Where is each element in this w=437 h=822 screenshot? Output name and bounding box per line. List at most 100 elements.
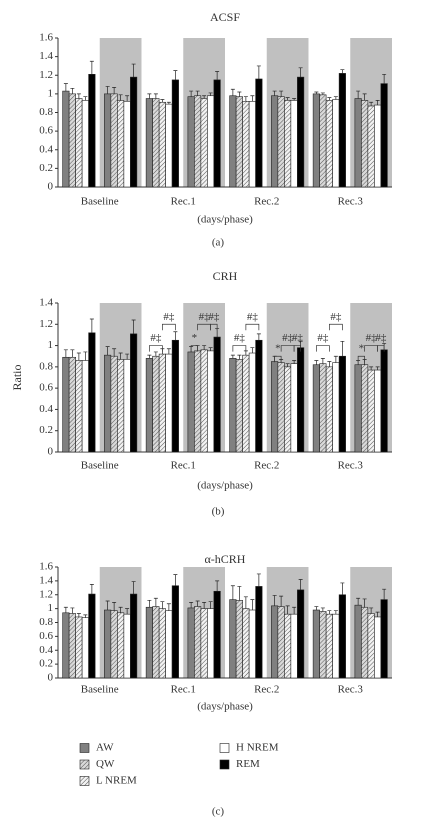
y-tick-label: 1.4: [39, 50, 53, 62]
bar: [104, 93, 112, 188]
error-bar: [131, 581, 136, 595]
significance-label: #‡: [375, 332, 387, 344]
error-bar: [189, 602, 194, 608]
error-bar: [173, 331, 178, 341]
y-tick-label: 1.6: [39, 32, 53, 44]
bar: [235, 96, 243, 188]
significance-label: #‡: [366, 332, 378, 344]
bar: [207, 95, 215, 188]
bar: [248, 609, 256, 679]
bar: [277, 362, 285, 453]
legend-label: AW: [96, 742, 114, 754]
bar: [123, 613, 131, 679]
bar: [194, 95, 202, 188]
bar: [374, 104, 382, 188]
bar: [68, 93, 76, 188]
bar: [367, 105, 375, 188]
error-bar: [340, 582, 345, 595]
bar: [361, 606, 369, 679]
error-bar: [250, 599, 255, 611]
significance-bracket: [210, 323, 218, 331]
error-bar: [333, 96, 338, 100]
bar: [68, 613, 76, 679]
error-bar: [166, 101, 171, 105]
error-bar: [237, 91, 242, 97]
error-bar: [292, 98, 297, 101]
error-bar: [153, 93, 158, 99]
error-bar: [118, 352, 123, 360]
error-bar: [89, 583, 94, 595]
bar: [312, 609, 320, 679]
error-bar: [314, 606, 319, 611]
bar: [297, 347, 305, 453]
error-bar: [298, 579, 303, 590]
bar: [130, 333, 138, 453]
error-bar: [89, 318, 94, 333]
bar: [361, 364, 369, 453]
error-bar: [382, 73, 387, 84]
error-bar: [105, 86, 110, 94]
bar: [229, 358, 237, 453]
bar: [277, 96, 285, 188]
error-bar: [160, 99, 165, 103]
error-bar: [230, 585, 235, 600]
x-tick-label: Rec.3: [338, 460, 364, 472]
bar: [277, 606, 285, 679]
bar: [229, 599, 237, 679]
x-tick-label: Rec.2: [254, 684, 279, 696]
bar: [248, 101, 256, 188]
x-tick-label: Baseline: [81, 196, 119, 208]
bar: [171, 585, 179, 679]
significance-label: *: [275, 343, 281, 355]
significance-bracket: [316, 345, 330, 352]
error-bar: [112, 602, 117, 611]
bar: [75, 98, 83, 188]
bar: [319, 94, 327, 188]
error-bar: [340, 69, 345, 74]
legend-swatch: [219, 759, 230, 770]
error-bar: [285, 97, 290, 101]
error-bar: [160, 601, 165, 609]
significance-bracket: [293, 345, 301, 352]
significance-label: *: [359, 343, 365, 355]
y-tick-label: 1: [48, 87, 54, 99]
bar: [62, 90, 70, 188]
bar: [290, 100, 298, 188]
bar: [312, 364, 320, 453]
error-bar: [256, 333, 261, 341]
bar: [325, 613, 333, 679]
x-tick-label: Rec.2: [254, 196, 279, 208]
y-tick-label: 0.8: [39, 106, 53, 118]
significance-label: #‡: [208, 311, 220, 323]
bar: [81, 617, 89, 679]
bar: [319, 611, 327, 679]
error-bar: [333, 610, 338, 615]
bar: [123, 359, 131, 453]
bar: [354, 98, 362, 188]
error-bar: [105, 600, 110, 611]
error-bar: [285, 605, 290, 615]
x-axis-label: (days/phase): [197, 480, 253, 492]
error-bar: [285, 363, 290, 367]
bar: [110, 93, 118, 188]
bar: [171, 339, 179, 453]
bar: [242, 354, 250, 453]
legend-label: L NREM: [96, 775, 137, 787]
error-bar: [147, 354, 152, 359]
error-bar: [70, 87, 75, 94]
bar: [145, 98, 153, 188]
error-bar: [356, 597, 361, 606]
error-bar: [314, 91, 319, 94]
error-bar: [195, 600, 200, 607]
error-bar: [279, 90, 284, 97]
x-tick-label: Rec.1: [171, 460, 196, 472]
y-tick-label: 0: [48, 446, 54, 458]
chart-title: CRH: [213, 269, 238, 283]
bar: [81, 360, 89, 453]
y-tick-label: 0: [48, 672, 54, 684]
panel-caption: (c): [212, 806, 225, 818]
bar: [213, 336, 221, 453]
y-tick-label: 1.6: [39, 561, 53, 573]
bar: [104, 609, 112, 679]
